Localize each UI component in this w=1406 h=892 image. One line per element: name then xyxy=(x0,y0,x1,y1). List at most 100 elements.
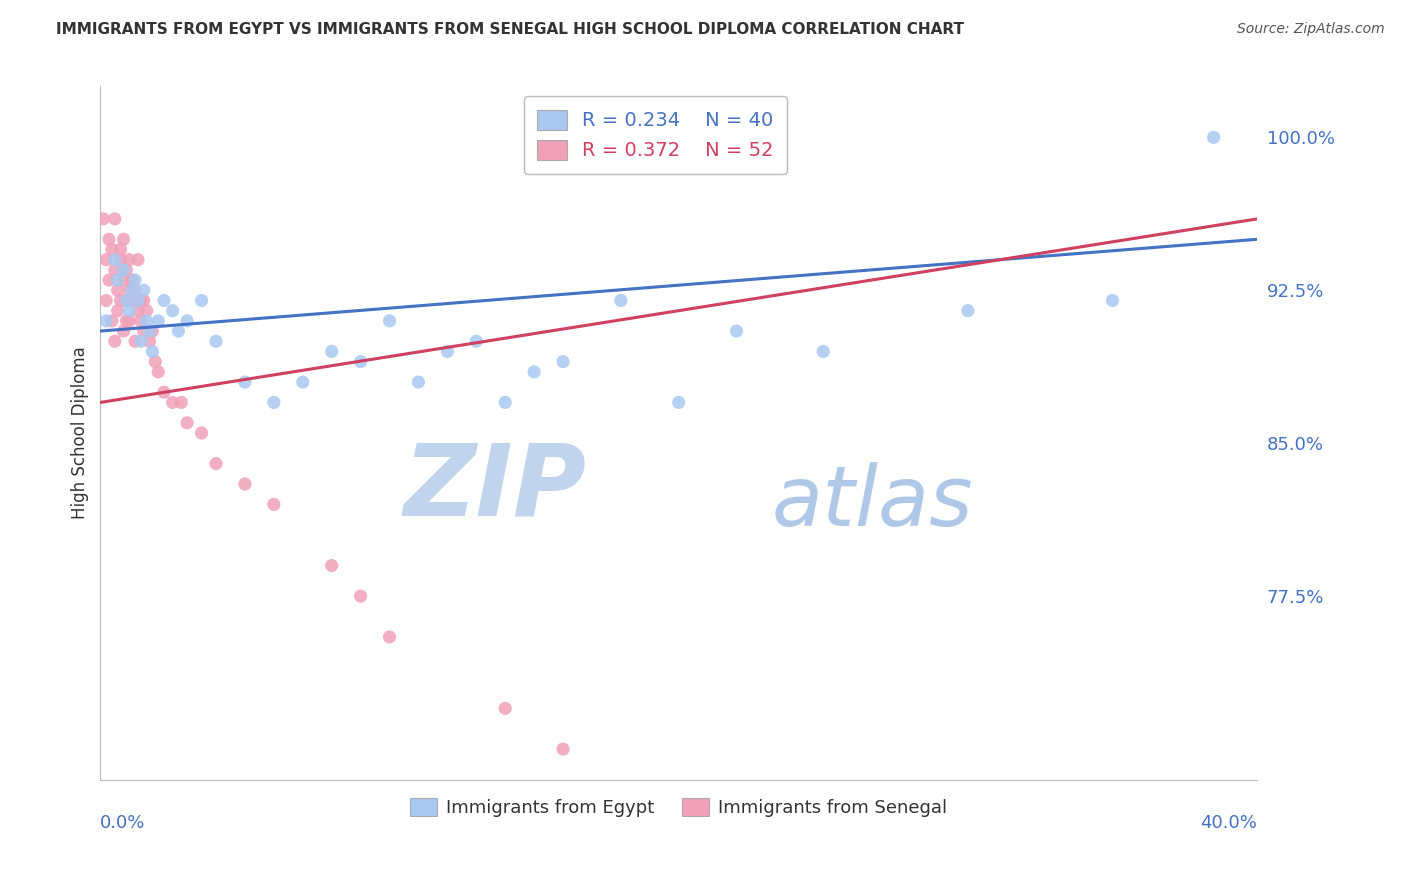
Point xyxy=(205,334,228,349)
Point xyxy=(263,497,285,511)
Point xyxy=(112,263,135,277)
Point xyxy=(148,314,170,328)
Point xyxy=(110,243,132,257)
Text: 0.0%: 0.0% xyxy=(100,814,146,832)
Point xyxy=(98,273,121,287)
Point xyxy=(321,558,343,573)
Point xyxy=(551,742,574,756)
Point xyxy=(494,701,516,715)
Point xyxy=(551,354,574,368)
Point xyxy=(118,283,141,297)
Point xyxy=(162,395,184,409)
Point xyxy=(127,252,149,267)
Point xyxy=(141,324,163,338)
Point xyxy=(465,334,488,349)
Point xyxy=(115,293,138,308)
Point xyxy=(610,293,633,308)
Point xyxy=(110,252,132,267)
Point xyxy=(148,365,170,379)
Point xyxy=(124,334,146,349)
Point xyxy=(94,314,117,328)
Point xyxy=(349,589,371,603)
Point xyxy=(263,395,285,409)
Point xyxy=(118,303,141,318)
Point xyxy=(132,283,155,297)
Point xyxy=(121,283,143,297)
Point xyxy=(115,293,138,308)
Point xyxy=(129,314,152,328)
Point xyxy=(291,375,314,389)
Point xyxy=(725,324,748,338)
Point xyxy=(115,314,138,328)
Point xyxy=(321,344,343,359)
Point xyxy=(101,314,124,328)
Text: atlas: atlas xyxy=(772,462,973,543)
Text: 40.0%: 40.0% xyxy=(1201,814,1257,832)
Point xyxy=(176,416,198,430)
Point xyxy=(523,365,546,379)
Point xyxy=(118,314,141,328)
Y-axis label: High School Diploma: High School Diploma xyxy=(72,347,89,519)
Point xyxy=(349,354,371,368)
Point xyxy=(104,252,127,267)
Legend: Immigrants from Egypt, Immigrants from Senegal: Immigrants from Egypt, Immigrants from S… xyxy=(401,789,956,826)
Point xyxy=(104,211,127,226)
Point xyxy=(104,263,127,277)
Point xyxy=(135,314,157,328)
Point xyxy=(436,344,458,359)
Point xyxy=(170,395,193,409)
Point xyxy=(107,283,129,297)
Point xyxy=(132,324,155,338)
Point xyxy=(115,263,138,277)
Point xyxy=(101,243,124,257)
Point xyxy=(104,334,127,349)
Point xyxy=(141,344,163,359)
Text: Source: ZipAtlas.com: Source: ZipAtlas.com xyxy=(1237,22,1385,37)
Point xyxy=(1101,293,1123,308)
Point xyxy=(494,395,516,409)
Point xyxy=(162,303,184,318)
Point xyxy=(138,334,160,349)
Point xyxy=(233,375,256,389)
Point xyxy=(94,293,117,308)
Point xyxy=(190,425,212,440)
Point xyxy=(378,630,401,644)
Text: ZIP: ZIP xyxy=(404,440,586,537)
Point xyxy=(167,324,190,338)
Point xyxy=(129,293,152,308)
Text: IMMIGRANTS FROM EGYPT VS IMMIGRANTS FROM SENEGAL HIGH SCHOOL DIPLOMA CORRELATION: IMMIGRANTS FROM EGYPT VS IMMIGRANTS FROM… xyxy=(56,22,965,37)
Point xyxy=(124,273,146,287)
Point xyxy=(813,344,835,359)
Point xyxy=(124,283,146,297)
Point xyxy=(91,211,114,226)
Point xyxy=(129,334,152,349)
Point xyxy=(190,293,212,308)
Point xyxy=(107,303,129,318)
Point xyxy=(138,324,160,338)
Point xyxy=(94,252,117,267)
Point xyxy=(132,293,155,308)
Point xyxy=(121,273,143,287)
Point xyxy=(205,457,228,471)
Point xyxy=(112,232,135,246)
Point xyxy=(112,324,135,338)
Point xyxy=(98,232,121,246)
Point xyxy=(153,293,176,308)
Point xyxy=(110,293,132,308)
Point xyxy=(135,303,157,318)
Point xyxy=(121,293,143,308)
Point xyxy=(127,303,149,318)
Point xyxy=(1202,130,1225,145)
Point xyxy=(668,395,690,409)
Point xyxy=(127,293,149,308)
Point xyxy=(176,314,198,328)
Point xyxy=(956,303,979,318)
Point xyxy=(118,252,141,267)
Point xyxy=(107,273,129,287)
Point xyxy=(378,314,401,328)
Point xyxy=(233,477,256,491)
Point xyxy=(408,375,430,389)
Point xyxy=(143,354,166,368)
Point xyxy=(112,273,135,287)
Point xyxy=(153,385,176,400)
